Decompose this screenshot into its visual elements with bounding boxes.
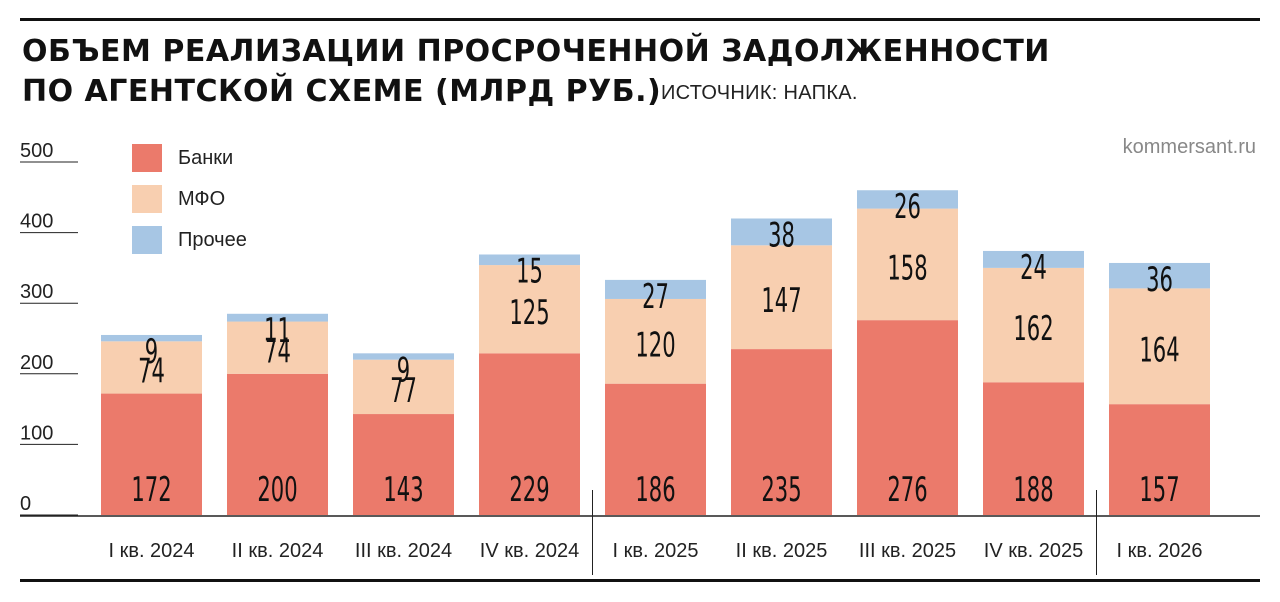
data-label-mfo-3: 125	[509, 293, 549, 333]
bar-other-8	[1109, 262, 1210, 289]
bar-mfo-5	[731, 245, 832, 350]
data-label-banks-8: 157	[1139, 470, 1179, 510]
legend-label-mfo: МФО	[178, 187, 226, 210]
data-label-other-0: 9	[145, 332, 158, 372]
bar-banks-6	[857, 320, 958, 515]
data-label-mfo-8: 164	[1139, 330, 1179, 370]
data-label-mfo-4: 120	[635, 325, 675, 365]
y-tick-label-2: 200	[20, 352, 53, 374]
data-label-mfo-5: 147	[761, 281, 801, 321]
x-tick-label-6: III кв. 2025	[859, 540, 956, 562]
legend-item-other: Прочее	[132, 226, 247, 254]
credit-label: kommersant.ru	[1122, 136, 1256, 158]
data-label-other-4: 27	[642, 277, 669, 317]
chart-title-line2: ПО АГЕНТСКОЙ СХЕМЕ (МЛРД РУБ.)	[22, 74, 662, 109]
x-tick-label-1: II кв. 2024	[232, 540, 324, 562]
bar-mfo-4	[605, 298, 706, 384]
bar-other-3	[479, 254, 580, 266]
bar-mfo-1	[227, 321, 328, 374]
bar-banks-5	[731, 349, 832, 515]
bar-banks-4	[605, 383, 706, 515]
bar-banks-1	[227, 373, 328, 515]
x-tick-label-2: III кв. 2024	[355, 540, 452, 562]
x-tick-label-8: I кв. 2026	[1116, 540, 1202, 562]
chart-title-line1: ОБЪЕМ РЕАЛИЗАЦИИ ПРОСРОЧЕННОЙ ЗАДОЛЖЕННО…	[22, 34, 1050, 69]
legend-swatch-mfo	[132, 185, 162, 213]
bar-other-5	[731, 218, 832, 246]
data-label-banks-0: 172	[131, 470, 171, 510]
y-tick-label-4: 400	[20, 211, 53, 233]
top-rule	[20, 18, 1260, 21]
data-label-banks-4: 186	[635, 470, 675, 510]
legend-swatch-banks	[132, 144, 162, 172]
y-tick-label-5: 500	[20, 140, 53, 162]
bar-banks-3	[479, 353, 580, 515]
y-tick-label-1: 100	[20, 422, 53, 444]
bar-other-4	[605, 279, 706, 299]
data-label-banks-6: 276	[887, 470, 927, 510]
data-label-other-8: 36	[1146, 260, 1173, 300]
data-label-banks-3: 229	[509, 470, 549, 510]
bar-mfo-2	[353, 359, 454, 415]
bar-mfo-3	[479, 265, 580, 354]
data-label-other-7: 24	[1020, 248, 1047, 288]
data-label-other-5: 38	[768, 215, 795, 255]
x-tick-label-5: II кв. 2025	[736, 540, 828, 562]
data-label-mfo-1: 74	[264, 331, 291, 371]
data-label-mfo-2: 77	[390, 371, 417, 411]
legend-item-mfo: МФО	[132, 185, 247, 213]
bar-other-7	[983, 250, 1084, 268]
legend-swatch-other	[132, 226, 162, 254]
bar-other-6	[857, 190, 958, 209]
bar-mfo-0	[101, 341, 202, 394]
bottom-rule	[20, 579, 1260, 582]
x-tick-label-7: IV кв. 2025	[984, 540, 1083, 562]
data-label-mfo-6: 158	[887, 248, 927, 288]
legend: Банки МФО Прочее	[132, 144, 247, 267]
data-label-banks-5: 235	[761, 470, 801, 510]
y-tick-label-3: 300	[20, 281, 53, 303]
data-label-mfo-7: 162	[1013, 309, 1053, 349]
data-label-other-6: 26	[894, 187, 921, 227]
y-tick-label-0: 0	[20, 493, 31, 515]
data-label-banks-1: 200	[257, 470, 297, 510]
data-label-other-3: 15	[516, 251, 543, 291]
source-note: ИСТОЧНИК: НАПКА.	[661, 82, 858, 104]
legend-item-banks: Банки	[132, 144, 247, 172]
bar-mfo-7	[983, 267, 1084, 383]
bar-other-0	[101, 334, 202, 342]
x-tick-label-4: I кв. 2025	[612, 540, 698, 562]
bar-banks-7	[983, 382, 1084, 515]
legend-label-other: Прочее	[178, 228, 247, 251]
bar-mfo-6	[857, 208, 958, 321]
x-tick-label-3: IV кв. 2024	[480, 540, 579, 562]
data-label-banks-2: 143	[383, 470, 423, 510]
bar-other-1	[227, 313, 328, 322]
bar-mfo-8	[1109, 288, 1210, 405]
data-label-other-2: 9	[397, 350, 410, 390]
bar-banks-2	[353, 414, 454, 515]
data-label-mfo-0: 74	[138, 351, 165, 391]
bar-banks-0	[101, 393, 202, 515]
legend-label-banks: Банки	[178, 146, 234, 169]
data-label-banks-7: 188	[1013, 470, 1053, 510]
bar-banks-8	[1109, 404, 1210, 515]
x-tick-label-0: I кв. 2024	[108, 540, 194, 562]
data-label-other-1: 11	[264, 311, 291, 351]
bar-other-2	[353, 353, 454, 360]
